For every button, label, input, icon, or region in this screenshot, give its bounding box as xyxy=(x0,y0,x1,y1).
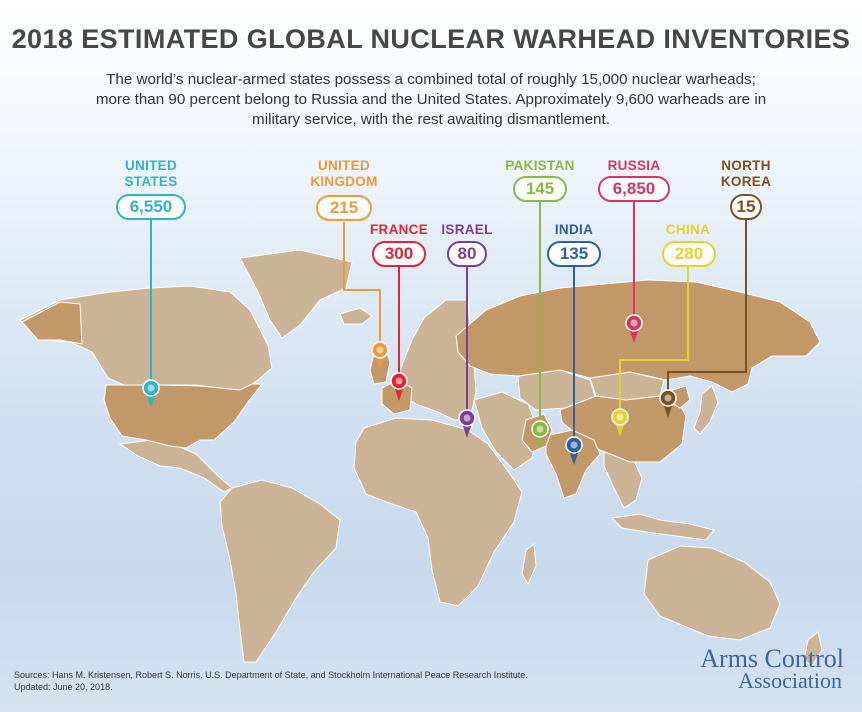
sources-line: Sources: Hans M. Kristensen, Robert S. N… xyxy=(14,670,528,680)
india-warhead-count: 135 xyxy=(547,241,601,267)
france-pin-icon xyxy=(390,372,408,401)
india-pin-icon xyxy=(565,436,583,465)
russia-shape xyxy=(455,279,821,393)
updated-line: Updated: June 20, 2018. xyxy=(14,682,113,692)
france-warhead-count: 300 xyxy=(372,241,426,267)
china-warhead-count: 280 xyxy=(662,241,716,267)
page-subtitle: The world’s nuclear-armed states possess… xyxy=(95,71,767,128)
united-kingdom-leader-line xyxy=(343,222,381,346)
united-kingdom-warhead-count: 215 xyxy=(316,195,372,221)
greenland-shape xyxy=(239,249,353,339)
page-title: 2018 ESTIMATED GLOBAL NUCLEAR WARHEAD IN… xyxy=(11,24,851,54)
israel-pin-icon xyxy=(458,409,476,438)
north-korea-warhead-count: 15 xyxy=(730,194,762,220)
new-zealand-shape xyxy=(803,631,823,667)
north-korea-leader-line xyxy=(667,220,747,392)
israel-label: ISRAEL xyxy=(441,222,493,237)
united-states-label: UNITED STATES xyxy=(124,158,178,189)
logo-line-2: Association xyxy=(738,668,842,693)
russia-warhead-count: 6,850 xyxy=(598,176,670,202)
russia-label: RUSSIA xyxy=(607,158,661,173)
pakistan-label: PAKISTAN xyxy=(505,158,575,173)
russia-pin-icon xyxy=(625,314,643,343)
united-kingdom-label: UNITED KINGDOM xyxy=(310,158,378,189)
china-pin-icon xyxy=(611,408,629,437)
location-pins xyxy=(142,314,677,465)
sources-note: Sources: Hans M. Kristensen, Robert S. N… xyxy=(14,669,654,693)
israel-warhead-count: 80 xyxy=(447,241,487,267)
nuclear-states xyxy=(21,279,821,499)
china-leader-line xyxy=(619,266,689,412)
united-kingdom-pin-icon xyxy=(371,341,389,370)
madagascar-shape xyxy=(521,543,537,586)
india-label: INDIA xyxy=(554,222,594,237)
iceland-shape xyxy=(339,307,373,325)
china-label: CHINA xyxy=(665,222,711,237)
north-korea-pin-icon xyxy=(659,389,677,418)
south-america-shape xyxy=(219,479,341,663)
united-states-warhead-count: 6,550 xyxy=(116,194,186,220)
north-korea-label: NORTH KOREA xyxy=(720,158,772,189)
pakistan-warhead-count: 145 xyxy=(513,176,567,202)
india-shape xyxy=(545,429,601,499)
arms-control-association-logo: Arms Control Association xyxy=(700,644,844,693)
mexico-shape xyxy=(118,439,233,493)
marker-lines xyxy=(150,202,747,440)
australia-shape xyxy=(643,545,781,641)
france-label: FRANCE xyxy=(369,222,429,237)
indonesia-shape xyxy=(610,513,715,541)
united-states-pin-icon xyxy=(142,379,160,408)
japan-shape xyxy=(693,385,719,435)
pakistan-pin-icon xyxy=(531,420,549,449)
middle-east-shape xyxy=(473,391,539,471)
alaska-shape xyxy=(21,301,83,345)
united-states-shape xyxy=(103,383,264,449)
logo-line-1: Arms Control xyxy=(700,644,844,673)
africa-shape xyxy=(353,417,523,607)
